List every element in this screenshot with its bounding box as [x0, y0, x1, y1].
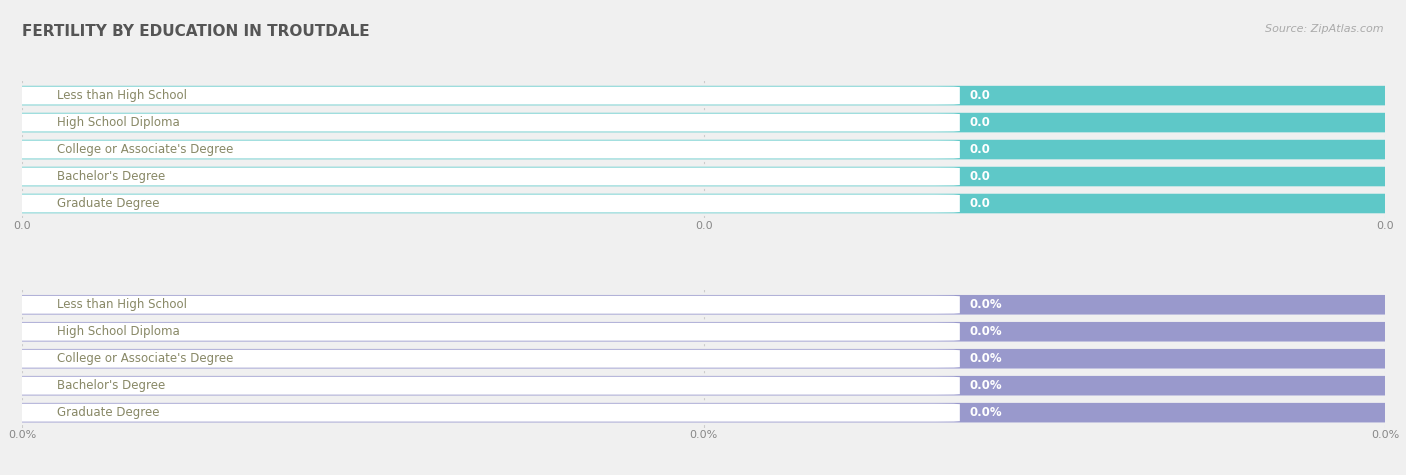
- FancyBboxPatch shape: [0, 141, 960, 159]
- FancyBboxPatch shape: [0, 191, 1406, 216]
- FancyBboxPatch shape: [0, 376, 1406, 396]
- FancyBboxPatch shape: [0, 349, 1406, 369]
- FancyBboxPatch shape: [0, 86, 1406, 105]
- FancyBboxPatch shape: [0, 86, 1406, 105]
- Text: 0.0: 0.0: [969, 170, 990, 183]
- FancyBboxPatch shape: [0, 83, 1406, 108]
- Text: College or Associate's Degree: College or Associate's Degree: [56, 352, 233, 365]
- FancyBboxPatch shape: [0, 110, 1406, 135]
- Text: 0.0: 0.0: [969, 143, 990, 156]
- FancyBboxPatch shape: [0, 295, 1406, 314]
- FancyBboxPatch shape: [0, 168, 960, 186]
- Text: College or Associate's Degree: College or Associate's Degree: [56, 143, 233, 156]
- Text: FERTILITY BY EDUCATION IN TROUTDALE: FERTILITY BY EDUCATION IN TROUTDALE: [22, 24, 370, 39]
- Text: Bachelor's Degree: Bachelor's Degree: [56, 379, 165, 392]
- FancyBboxPatch shape: [0, 292, 1406, 317]
- FancyBboxPatch shape: [0, 114, 960, 132]
- FancyBboxPatch shape: [0, 322, 1406, 342]
- FancyBboxPatch shape: [0, 296, 960, 314]
- Text: 0.0: 0.0: [969, 197, 990, 210]
- Text: 0.0: 0.0: [969, 116, 990, 129]
- Text: Source: ZipAtlas.com: Source: ZipAtlas.com: [1265, 24, 1384, 34]
- Text: Graduate Degree: Graduate Degree: [56, 406, 159, 419]
- FancyBboxPatch shape: [0, 350, 960, 368]
- FancyBboxPatch shape: [0, 194, 1406, 213]
- FancyBboxPatch shape: [0, 195, 960, 212]
- Text: Graduate Degree: Graduate Degree: [56, 197, 159, 210]
- FancyBboxPatch shape: [0, 403, 1406, 422]
- FancyBboxPatch shape: [0, 140, 1406, 159]
- FancyBboxPatch shape: [0, 164, 1406, 189]
- Text: High School Diploma: High School Diploma: [56, 325, 180, 338]
- FancyBboxPatch shape: [0, 167, 1406, 186]
- Text: 0.0%: 0.0%: [969, 379, 1002, 392]
- Text: 0.0%: 0.0%: [969, 298, 1002, 311]
- FancyBboxPatch shape: [0, 137, 1406, 162]
- FancyBboxPatch shape: [0, 400, 1406, 425]
- Text: High School Diploma: High School Diploma: [56, 116, 180, 129]
- Text: 0.0: 0.0: [969, 89, 990, 102]
- FancyBboxPatch shape: [0, 295, 1406, 314]
- Text: 0.0%: 0.0%: [969, 325, 1002, 338]
- FancyBboxPatch shape: [0, 194, 1406, 213]
- Text: Less than High School: Less than High School: [56, 298, 187, 311]
- Text: Less than High School: Less than High School: [56, 89, 187, 102]
- FancyBboxPatch shape: [0, 167, 1406, 186]
- FancyBboxPatch shape: [0, 319, 1406, 344]
- Text: 0.0%: 0.0%: [969, 406, 1002, 419]
- FancyBboxPatch shape: [0, 346, 1406, 371]
- Text: Bachelor's Degree: Bachelor's Degree: [56, 170, 165, 183]
- FancyBboxPatch shape: [0, 377, 960, 395]
- FancyBboxPatch shape: [0, 376, 1406, 396]
- FancyBboxPatch shape: [0, 113, 1406, 133]
- Text: 0.0%: 0.0%: [969, 352, 1002, 365]
- FancyBboxPatch shape: [0, 403, 1406, 422]
- FancyBboxPatch shape: [0, 373, 1406, 398]
- FancyBboxPatch shape: [0, 323, 960, 341]
- FancyBboxPatch shape: [0, 404, 960, 422]
- FancyBboxPatch shape: [0, 86, 960, 104]
- FancyBboxPatch shape: [0, 140, 1406, 159]
- FancyBboxPatch shape: [0, 322, 1406, 342]
- FancyBboxPatch shape: [0, 349, 1406, 369]
- FancyBboxPatch shape: [0, 113, 1406, 133]
